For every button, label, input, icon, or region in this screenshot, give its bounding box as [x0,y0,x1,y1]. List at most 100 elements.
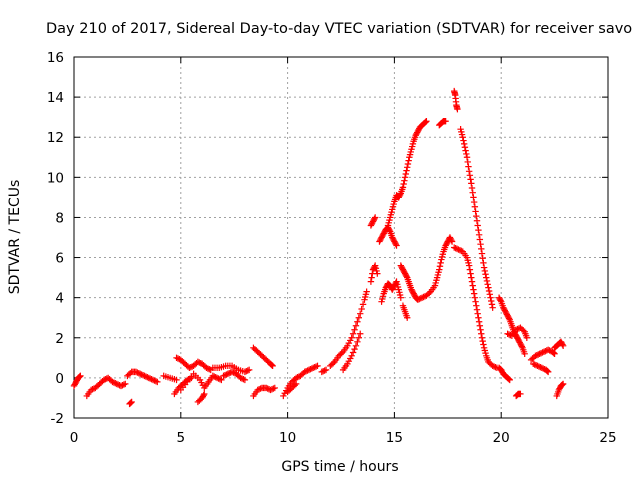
data-point [436,263,444,270]
data-point [463,154,471,161]
data-point [492,363,499,371]
data-point [521,350,528,358]
data-point [348,334,355,341]
data-point [544,346,552,354]
data-point [245,366,253,374]
data-point [454,105,461,113]
data-point [400,180,407,188]
data-point [314,362,321,370]
data-point [479,255,486,262]
data-point [480,264,488,271]
data-point [540,348,548,356]
data-point [470,194,477,201]
data-point [546,347,553,354]
data-point [485,284,492,291]
data-point [174,355,182,362]
data-point [201,390,208,398]
data-point [520,327,527,334]
data-point [473,212,480,220]
data-point [352,342,360,349]
data-point [470,198,478,206]
data-point [244,367,251,374]
data-point [392,240,400,248]
data-point [371,214,379,221]
data-point [403,167,410,174]
data-point [486,291,494,298]
data-point [475,314,482,321]
data-point [422,118,429,126]
data-point [455,246,462,253]
data-point [517,390,524,398]
y-tick-label: 4 [55,291,64,307]
data-point [351,326,358,333]
data-point [536,350,543,358]
data-point [354,318,361,325]
data-point [505,376,513,383]
data-point [471,294,479,301]
data-point [453,245,461,253]
data-point [173,354,180,362]
data-point [463,150,470,158]
data-point [476,236,484,243]
data-point [533,351,540,359]
data-point [480,259,487,267]
data-point [75,374,83,381]
data-point [418,294,426,301]
data-point [405,157,412,164]
data-point [148,376,155,383]
data-point [77,372,84,380]
data-point [426,289,433,297]
data-point [305,366,313,374]
data-point [478,334,486,341]
data-point [216,376,224,383]
data-point [489,362,496,370]
data-point [468,180,475,187]
data-point [474,222,481,229]
data-point [515,325,523,332]
data-point [497,297,504,304]
data-point [470,286,477,293]
data-point [204,365,212,372]
data-point [320,368,327,375]
data-point [322,366,330,374]
data-point [139,372,147,379]
data-point [416,295,423,303]
data-point [539,349,546,356]
data-point [469,282,476,289]
data-point [505,315,513,322]
data-point [270,385,277,392]
data-point [386,226,393,234]
data-point [483,277,491,285]
data-point [399,184,407,191]
data-point [224,370,231,378]
data-point [478,330,485,337]
y-tick-label: 2 [55,331,64,347]
data-point [212,374,219,381]
data-point [404,160,412,168]
data-point [240,376,247,383]
data-point [237,374,244,382]
data-point [117,382,125,390]
data-point [89,386,96,393]
chart-title: Day 210 of 2017, Sidereal Day-to-day VTE… [46,21,632,37]
data-point [504,330,511,337]
data-point [544,368,551,375]
data-point [120,381,128,388]
data-point [534,362,541,370]
data-point [206,365,213,373]
data-point [312,363,320,370]
data-point [466,266,474,273]
data-point [442,117,449,125]
data-point [264,385,271,392]
y-tick-label: 8 [55,210,64,226]
data-point [308,365,316,372]
data-point [221,372,229,379]
data-point [488,301,496,308]
data-point [436,266,443,273]
data-point [423,117,430,125]
y-tick-label: 12 [47,130,64,146]
data-point [467,270,474,277]
data-point [550,349,558,357]
data-point [142,373,150,380]
data-point [484,281,491,288]
